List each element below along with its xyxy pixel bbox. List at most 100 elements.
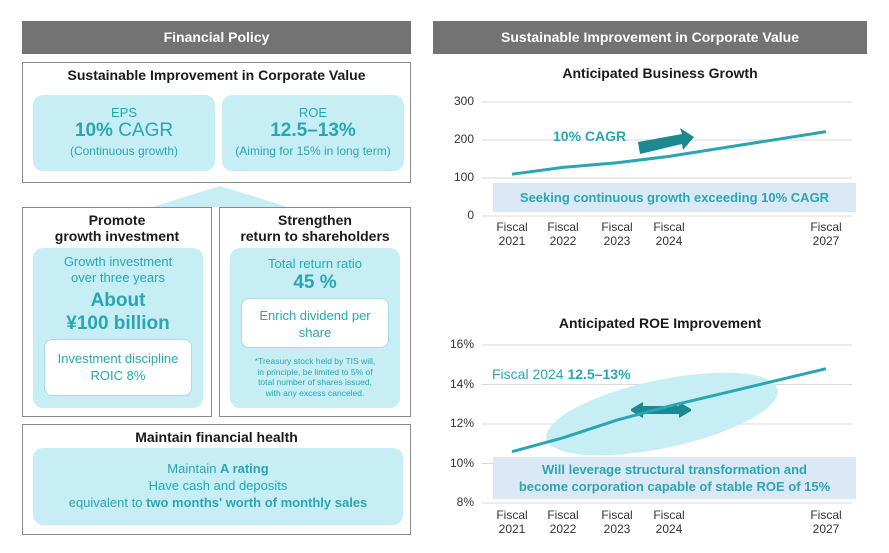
health-line3: equivalent to two months' worth of month…	[33, 494, 403, 511]
growth-amount: About ¥100 billion	[33, 289, 203, 335]
x-tick-label-line: 2023	[603, 234, 631, 248]
x-tick-label-line: 2022	[549, 234, 577, 248]
discipline-line1: Investment discipline	[57, 351, 179, 366]
health-line3-pre: equivalent to	[68, 495, 147, 510]
series-line	[511, 367, 827, 454]
growth-band: Seeking continuous growth exceeding 10% …	[493, 183, 856, 212]
return-ratio-label: Total return ratio	[268, 256, 362, 271]
roe-annotation: Fiscal 2024 12.5–13%	[492, 366, 631, 382]
growth-title-line1: Promote	[88, 212, 146, 228]
eps-value-rest: CAGR	[112, 120, 174, 141]
roe-band-line1: Will leverage structural transformation …	[541, 462, 807, 477]
growth-arrow-icon	[638, 128, 694, 154]
health-line3-bold: two months' worth of monthly sales	[146, 495, 368, 510]
x-tick-label-line: Fiscal	[653, 508, 685, 522]
footnote-line1: *Treasury stock held by TIS will,	[254, 356, 376, 366]
x-tick-label-line: Fiscal	[496, 508, 528, 522]
eps-label: EPS	[110, 105, 137, 120]
health-line2: Have cash and deposits	[148, 478, 288, 493]
y-tick-label: 8%	[456, 495, 474, 509]
x-tick-label: Fiscal 2023	[592, 508, 642, 536]
health-title: Maintain financial health	[135, 429, 298, 445]
series-line	[511, 130, 827, 176]
growth-title-line2: growth investment	[54, 228, 180, 244]
x-tick-label-line: Fiscal	[601, 508, 633, 522]
x-tick-label-line: 2021	[498, 522, 526, 536]
growth-card: Growth investment over three years About…	[33, 248, 203, 408]
roe-card: ROE 12.5–13% (Aiming for 15% in long ter…	[222, 95, 404, 171]
x-tick-label-line: Fiscal	[547, 508, 579, 522]
x-tick-label-line: Fiscal	[547, 220, 579, 234]
growth-desc: Growth investment over three years	[33, 254, 203, 286]
footnote-line2: in principle, be limited to 5% of	[257, 366, 373, 377]
financial-policy-header: Financial Policy	[22, 21, 411, 54]
y-tick-label: 100	[453, 170, 474, 184]
x-tick-label-line: Fiscal	[810, 508, 842, 522]
returns-title-line2: return to shareholders	[240, 228, 390, 244]
corporate-value-panel: Sustainable Improvement in Corporate Val…	[22, 62, 411, 183]
growth-desc-line2: over three years	[71, 270, 165, 285]
roe-band-line2: become corporation capable of stable ROE…	[518, 479, 831, 494]
connector-triangle	[152, 186, 288, 207]
y-tick-label: 10%	[449, 455, 474, 470]
growth-chart-title: Anticipated Business Growth	[562, 65, 758, 81]
dividend-line1: Enrich dividend per	[259, 308, 371, 323]
dividend-line2: share	[298, 325, 332, 340]
footnote-line3: total number of shares issued,	[258, 377, 372, 387]
x-tick-label: Fiscal 2022	[538, 508, 588, 536]
x-tick-label: Fiscal 2024	[644, 220, 694, 248]
x-tick-label-line: Fiscal	[601, 220, 633, 234]
roe-annotation-pre: Fiscal 2024	[492, 366, 568, 382]
x-tick-label-line: 2023	[603, 522, 631, 536]
growth-investment-panel: Promote growth investment Growth investm…	[22, 207, 212, 417]
roe-band: Will leverage structural transformation …	[493, 457, 856, 499]
corporate-value-header: Sustainable Improvement in Corporate Val…	[433, 21, 867, 54]
health-line1: Maintain A rating	[33, 460, 403, 477]
investment-discipline-box: Investment discipline ROIC 8%	[44, 339, 192, 396]
x-tick-label: Fiscal 2021	[487, 220, 537, 248]
returns-title-line1: Strengthen	[278, 212, 352, 228]
roe-note: (Aiming for 15% in long term)	[235, 144, 391, 158]
x-tick-label: Fiscal 2023	[592, 220, 642, 248]
x-tick-label-line: Fiscal	[810, 220, 842, 234]
x-tick-label: Fiscal 2021	[487, 508, 537, 536]
dividend-box: Enrich dividend per share	[241, 298, 389, 348]
health-line1-pre: Maintain	[167, 461, 221, 476]
x-tick-label-line: Fiscal	[496, 220, 528, 234]
eps-note: (Continuous growth)	[69, 144, 179, 158]
growth-title: Promote growth investment	[23, 212, 211, 244]
x-tick-label-line: 2027	[812, 234, 840, 248]
returns-title: Strengthen return to shareholders	[220, 212, 410, 244]
footnote-line4: with any excess canceled.	[265, 387, 365, 398]
shareholder-return-panel: Strengthen return to shareholders Total …	[219, 207, 411, 417]
x-tick-label: Fiscal 2027	[801, 220, 851, 248]
y-tick-label: 14%	[449, 376, 474, 391]
growth-desc-line1: Growth investment	[63, 254, 173, 269]
cagr-annotation: 10% CAGR	[553, 128, 627, 144]
treasury-footnote: *Treasury stock held by TIS will, in pri…	[234, 356, 396, 398]
growth-amount-line1: About	[90, 290, 146, 311]
x-tick-label-line: 2024	[655, 522, 683, 536]
y-tick-label: 16%	[449, 337, 474, 351]
financial-health-panel: Maintain financial health Maintain A rat…	[22, 424, 411, 535]
eps-value: 10% CAGR	[33, 120, 215, 142]
x-tick-label-line: 2022	[549, 522, 577, 536]
growth-amount-line2: ¥100 billion	[66, 313, 170, 334]
corporate-value-title: Sustainable Improvement in Corporate Val…	[67, 67, 366, 83]
y-tick-label: 0	[467, 208, 474, 222]
x-tick-label-line: 2024	[655, 234, 683, 248]
health-line1-bold: A rating	[220, 461, 269, 476]
roe-chart-title: Anticipated ROE Improvement	[558, 315, 762, 331]
x-tick-label: Fiscal 2024	[644, 508, 694, 536]
x-tick-label-line: Fiscal	[653, 220, 685, 234]
y-tick-label: 300	[453, 94, 474, 108]
return-ratio-value: 45 %	[293, 272, 337, 293]
x-tick-label-line: 2021	[498, 234, 526, 248]
x-tick-label-line: 2027	[812, 522, 840, 536]
discipline-line2: ROIC 8%	[90, 368, 146, 383]
y-tick-label: 12%	[449, 416, 474, 430]
returns-card: Total return ratio 45 % Enrich dividend …	[230, 248, 400, 408]
y-tick-label: 200	[453, 132, 474, 146]
roe-value: 12.5–13%	[270, 120, 356, 141]
